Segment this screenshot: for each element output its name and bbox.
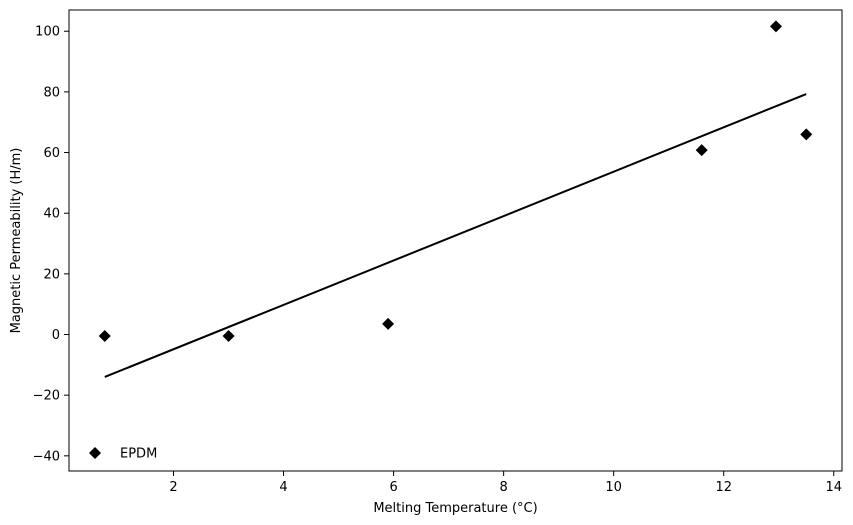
x-axis-label: Melting Temperature (°C): [373, 501, 537, 516]
y-tick-label-4: 40: [43, 207, 60, 222]
y-tick-label-6: 80: [43, 85, 60, 100]
trendline-layer: [104, 93, 807, 378]
x-tick-label-0: 2: [169, 480, 177, 495]
y-tick-label-5: 60: [43, 146, 60, 161]
data-point-0-3: [695, 144, 708, 157]
x-tick-label-3: 8: [499, 480, 507, 495]
x-tick-label-4: 10: [605, 480, 622, 495]
y-axis-label: Magnetic Permeability (H/m): [9, 148, 24, 334]
data-point-0-5: [800, 128, 813, 141]
x-tick-label-1: 4: [279, 480, 287, 495]
data-point-0-2: [382, 317, 395, 330]
y-tick-label-3: 20: [43, 267, 60, 282]
x-axis-ticks: 2 4 6 8 10 12 14: [169, 471, 842, 495]
x-tick-label-2: 6: [389, 480, 397, 495]
data-points-layer: [98, 20, 813, 343]
data-point-0-4: [769, 20, 782, 33]
trendline: [104, 93, 807, 378]
y-tick-label-7: 100: [35, 25, 60, 40]
x-tick-label-6: 14: [825, 480, 842, 495]
legend-marker-diamond: [89, 447, 101, 459]
legend: EPDM: [89, 447, 157, 462]
y-tick-label-1: −20: [33, 389, 60, 404]
legend-label-epdm: EPDM: [120, 447, 157, 462]
y-axis-ticks: −40 −20 0 20 40 60 80 100: [33, 25, 69, 464]
plot-area-frame: [68, 9, 843, 472]
x-tick-label-5: 12: [715, 480, 732, 495]
y-tick-label-2: 0: [52, 328, 60, 343]
data-point-0-0: [98, 330, 111, 343]
y-tick-label-0: −40: [33, 449, 60, 464]
data-point-0-1: [222, 330, 235, 343]
